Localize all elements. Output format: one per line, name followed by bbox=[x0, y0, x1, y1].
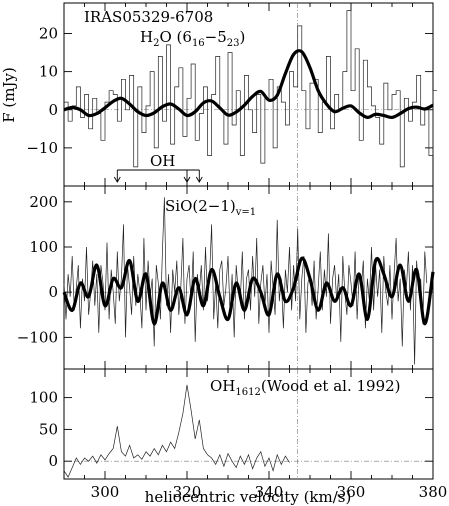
panel-h2o-ticks: −10 0 10 20 bbox=[26, 3, 434, 186]
panel-oh-ticks: 0 50 100 bbox=[29, 369, 434, 479]
y-tick-label: 100 bbox=[29, 238, 58, 256]
y-tick-label: 50 bbox=[39, 420, 58, 438]
x-axis-label: heliocentric velocity (km/s) bbox=[145, 488, 352, 506]
y-tick-label: 100 bbox=[29, 389, 58, 407]
panel-sio-line-label: SiO(2−1)v=1 bbox=[165, 197, 256, 218]
y-tick-label: 10 bbox=[39, 63, 58, 81]
oh-marker-bracket bbox=[113, 169, 203, 183]
panel-h2o-title: IRAS05329-6708 bbox=[84, 8, 213, 26]
oh-marker-arrowhead bbox=[195, 176, 203, 183]
oh-marker-label: OH bbox=[150, 152, 175, 170]
panel-oh: 0 50 100 OH1612(Wood et al. 1992) bbox=[29, 368, 434, 480]
h2o-smoothed-series bbox=[63, 49, 434, 120]
oh-marker-arrowhead bbox=[183, 176, 191, 183]
y-axis-label: F (mJy) bbox=[0, 67, 18, 123]
y-tick-label: 20 bbox=[39, 25, 58, 43]
y-tick-label: 0 bbox=[48, 283, 58, 301]
y-tick-label: −10 bbox=[26, 139, 58, 157]
y-tick-label: −100 bbox=[17, 328, 58, 346]
y-tick-label: 0 bbox=[48, 101, 58, 119]
y-tick-label: 200 bbox=[29, 193, 58, 211]
x-tick-labels: 300 320 340 360 380 bbox=[91, 483, 448, 501]
panel-oh-line-label: OH1612(Wood et al. 1992) bbox=[210, 377, 401, 398]
h2o-histogram-series bbox=[64, 10, 438, 168]
y-tick-label: 0 bbox=[48, 452, 58, 470]
panel-h2o-line-label: H2O (616−523) bbox=[140, 28, 245, 49]
x-tick-label: 380 bbox=[419, 483, 448, 501]
x-tick-label: 340 bbox=[255, 483, 284, 501]
panel-h2o: −10 0 10 20 IRAS05329-6708 H2O (616−523) OH… bbox=[0, 2, 438, 187]
sio-smoothed-series bbox=[62, 256, 435, 326]
x-tick-label: 360 bbox=[337, 483, 366, 501]
oh-marker-arrowhead bbox=[113, 176, 121, 183]
panel-sio: −100 0 100 200 SiO(2−1)v=1 bbox=[17, 185, 435, 370]
x-tick-label: 320 bbox=[173, 483, 202, 501]
x-tick-label: 300 bbox=[91, 483, 120, 501]
panel-sio-ticks: −100 0 100 200 bbox=[17, 186, 434, 369]
oh1612-series bbox=[63, 384, 290, 478]
